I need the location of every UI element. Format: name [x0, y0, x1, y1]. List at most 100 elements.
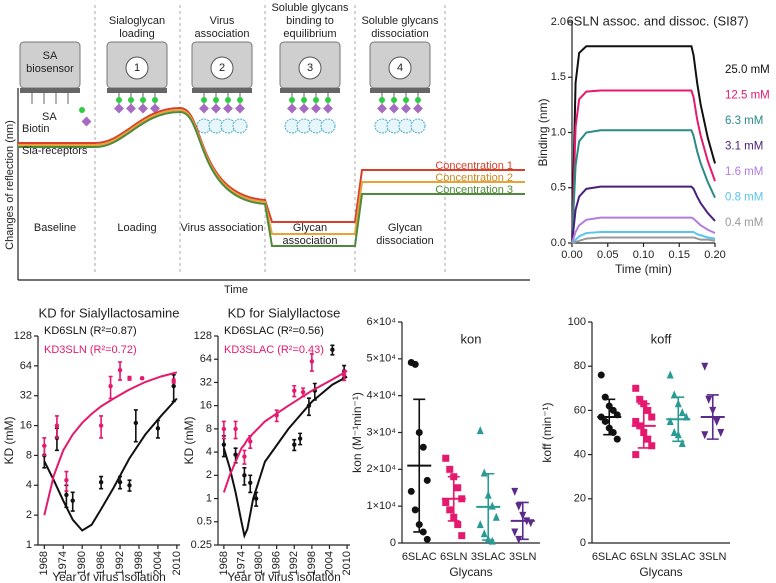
point [108, 383, 113, 389]
point [133, 420, 139, 426]
point [648, 413, 656, 421]
point [248, 439, 253, 444]
y-tick-label: 32 [20, 390, 32, 402]
y-tick-label: 100 [568, 316, 586, 328]
point [64, 492, 69, 498]
point [423, 535, 431, 543]
biotin [325, 97, 331, 103]
point [407, 487, 415, 495]
y-tick-label: 8 [206, 423, 212, 435]
error-bar [133, 409, 138, 443]
x-axis-label: Year of virus isolation [227, 570, 341, 583]
step-label: binding to [286, 15, 334, 27]
curve [18, 106, 525, 223]
x-tick-label: 6SLAC [402, 551, 437, 563]
step-circle [125, 56, 149, 80]
point [644, 406, 652, 414]
point [442, 498, 450, 506]
point [666, 416, 674, 425]
point [678, 408, 686, 417]
phase-label: Baseline [34, 222, 76, 234]
glycan [235, 103, 245, 114]
y-tick-label: 0.25 [191, 539, 212, 551]
virus [410, 118, 426, 134]
point [632, 384, 640, 392]
point [632, 417, 640, 425]
legend-label: Concentration 2 [435, 172, 513, 184]
chart-title: kon [461, 331, 482, 346]
glycan [150, 103, 160, 114]
label: SA [42, 111, 57, 123]
y-tick-label: 4×10⁴ [366, 390, 396, 402]
point [511, 528, 519, 537]
glycan [138, 103, 148, 114]
sensor-tip [370, 88, 430, 93]
y-axis-label: KD (mM) [182, 417, 196, 465]
phase-label: Loading [117, 222, 156, 234]
glycan [377, 103, 387, 114]
point [713, 417, 721, 426]
phase-label: association [282, 235, 337, 247]
x-axis-label: Glycans [639, 565, 682, 579]
y-tick-label: 16 [20, 419, 32, 431]
point [515, 502, 523, 511]
point [648, 442, 656, 450]
point [411, 360, 419, 368]
x-tick-label: 1986 [271, 551, 283, 575]
biotin [301, 97, 307, 103]
legend-label: 6.3 mM [725, 115, 763, 127]
y-tick-label: 20 [574, 493, 586, 505]
glycan [413, 103, 423, 114]
glycan [401, 103, 411, 114]
biotin [213, 97, 219, 103]
glycan [287, 103, 297, 114]
point [242, 473, 247, 478]
x-tick-label: 0.15 [669, 249, 690, 261]
y-tick-label: 60 [574, 404, 586, 416]
x-tick-label: 6SLN [630, 551, 658, 563]
legend-label: KD3SLAC (R²=0.43) [224, 344, 324, 356]
point [127, 376, 132, 381]
step-label: Sialoglycan [109, 15, 165, 27]
phase-label: Glycan [388, 222, 422, 234]
point [117, 479, 123, 485]
step-label: association [194, 28, 249, 40]
point [233, 426, 238, 432]
step-label: Soluble glycans [361, 15, 439, 27]
y-tick-label: 2 [206, 469, 212, 481]
sensor-tip [192, 88, 252, 93]
point [454, 484, 462, 492]
step-circle [298, 56, 322, 80]
x-tick-label: 2004 [152, 551, 164, 575]
point [476, 520, 484, 529]
label: Sia-receptors [22, 145, 88, 157]
point [632, 451, 640, 459]
step-number: 4 [397, 62, 403, 74]
axis-label: Changes of reflection (nm) [4, 120, 16, 250]
x-tick-label: 1992 [288, 551, 300, 575]
x-tick-label: 3SLAC [471, 551, 506, 563]
point [330, 347, 335, 352]
x-tick-label: 0.05 [597, 249, 618, 261]
legend-label: KD3SLN (R²=0.72) [44, 344, 137, 356]
line [571, 185, 716, 244]
point [644, 435, 652, 443]
label: Biotin [22, 123, 50, 135]
point [423, 476, 431, 484]
y-tick-label: 64 [20, 360, 32, 372]
x-tick-label: 1980 [253, 551, 265, 575]
point [411, 506, 419, 514]
x-tick-label: 1974 [57, 551, 69, 575]
y-tick-label: 6×10⁴ [366, 316, 396, 328]
point [292, 388, 297, 393]
point [139, 376, 145, 381]
point [613, 435, 621, 443]
sensor-label: biosensor [26, 63, 74, 75]
y-tick-label: 5×10⁴ [366, 353, 396, 365]
y-tick-label: 1×10⁴ [366, 500, 396, 512]
glycan [114, 103, 124, 114]
legend-label: KD6SLN (R²=0.87) [44, 325, 137, 337]
x-tick-label: 1974 [235, 551, 247, 575]
point [442, 454, 450, 462]
step-label: Soluble glycans [271, 2, 349, 14]
